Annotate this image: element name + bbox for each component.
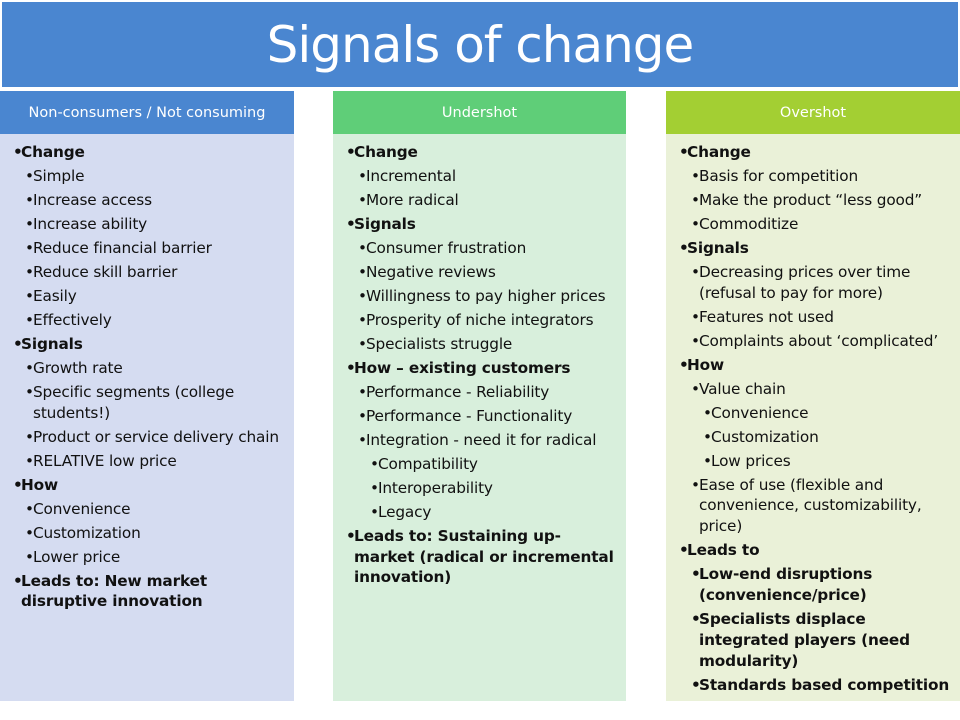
bullet-item: Change <box>13 142 288 166</box>
bullet-item: Specific segments (college students!) <box>25 382 288 427</box>
column-header: Undershot <box>333 91 626 134</box>
bullet-item: Increase ability <box>25 214 288 238</box>
bullet-item: Compatibility <box>370 454 620 478</box>
column-body: ChangeSimpleIncrease accessIncrease abil… <box>0 134 294 701</box>
column-undershot: Undershot ChangeIncrementalMore radicalS… <box>333 91 626 701</box>
bullet-item: Customization <box>25 523 288 547</box>
bullet-item: Lower price <box>25 547 288 571</box>
bullet-item: Convenience <box>25 499 288 523</box>
bullet-item: Change <box>679 142 954 166</box>
bullet-item: Leads to: New market disruptive innovati… <box>13 571 288 616</box>
bullet-item: How <box>679 355 954 379</box>
bullet-item: Increase access <box>25 190 288 214</box>
bullet-item: Signals <box>13 334 288 358</box>
bullet-item: Low prices <box>703 451 954 475</box>
column-body: ChangeBasis for competitionMake the prod… <box>666 134 960 701</box>
bullet-item: Basis for competition <box>691 166 954 190</box>
bullet-item: Product or service delivery chain <box>25 427 288 451</box>
bullet-item: Ease of use (flexible and convenience, c… <box>691 475 954 541</box>
bullet-item: Legacy <box>370 502 620 526</box>
bullet-item: Willingness to pay higher prices <box>358 286 620 310</box>
bullet-item: Change <box>346 142 620 166</box>
bullet-item: Signals <box>679 238 954 262</box>
bullet-item: Customization <box>703 427 954 451</box>
bullet-item: Make the product “less good” <box>691 190 954 214</box>
bullet-item: Negative reviews <box>358 262 620 286</box>
bullet-item: Commoditize <box>691 214 954 238</box>
bullet-item: Standards based competition <box>691 675 954 699</box>
column-overshot: Overshot ChangeBasis for competitionMake… <box>666 91 960 701</box>
bullet-item: Leads to: Sustaining up-market (radical … <box>346 526 620 592</box>
page-title: Signals of change <box>266 15 695 74</box>
bullet-item: Effectively <box>25 310 288 334</box>
column-body: ChangeIncrementalMore radicalSignalsCons… <box>333 134 626 701</box>
bullet-item: Interoperability <box>370 478 620 502</box>
bullet-item: How <box>13 475 288 499</box>
bullet-item: Complaints about ‘complicated’ <box>691 331 954 355</box>
bullet-item: Integration - need it for radical <box>358 430 620 454</box>
bullet-item: Consumer frustration <box>358 238 620 262</box>
bullet-item: Growth rate <box>25 358 288 382</box>
bullet-item: Reduce skill barrier <box>25 262 288 286</box>
bullet-item: Leads to <box>679 540 954 564</box>
bullet-item: Performance - Reliability <box>358 382 620 406</box>
title-bar: Signals of change <box>2 2 958 87</box>
bullet-item: Decreasing prices over time (refusal to … <box>691 262 954 307</box>
bullet-item: Features not used <box>691 307 954 331</box>
column-header: Non-consumers / Not consuming <box>0 91 294 134</box>
column-non-consumers: Non-consumers / Not consuming ChangeSimp… <box>0 91 294 701</box>
bullet-item: How – existing customers <box>346 358 620 382</box>
bullet-item: Reduce financial barrier <box>25 238 288 262</box>
bullet-item: Specialists struggle <box>358 334 620 358</box>
bullet-item: Performance - Functionality <box>358 406 620 430</box>
bullet-item: Value chain <box>691 379 954 403</box>
column-header: Overshot <box>666 91 960 134</box>
bullet-item: Prosperity of niche integrators <box>358 310 620 334</box>
bullet-item: Easily <box>25 286 288 310</box>
bullet-item: Low-end disruptions (convenience/price) <box>691 564 954 609</box>
bullet-item: Convenience <box>703 403 954 427</box>
bullet-item: Signals <box>346 214 620 238</box>
bullet-item: Incremental <box>358 166 620 190</box>
bullet-item: Simple <box>25 166 288 190</box>
bullet-item: More radical <box>358 190 620 214</box>
bullet-item: Specialists displace integrated players … <box>691 609 954 675</box>
bullet-item: RELATIVE low price <box>25 451 288 475</box>
